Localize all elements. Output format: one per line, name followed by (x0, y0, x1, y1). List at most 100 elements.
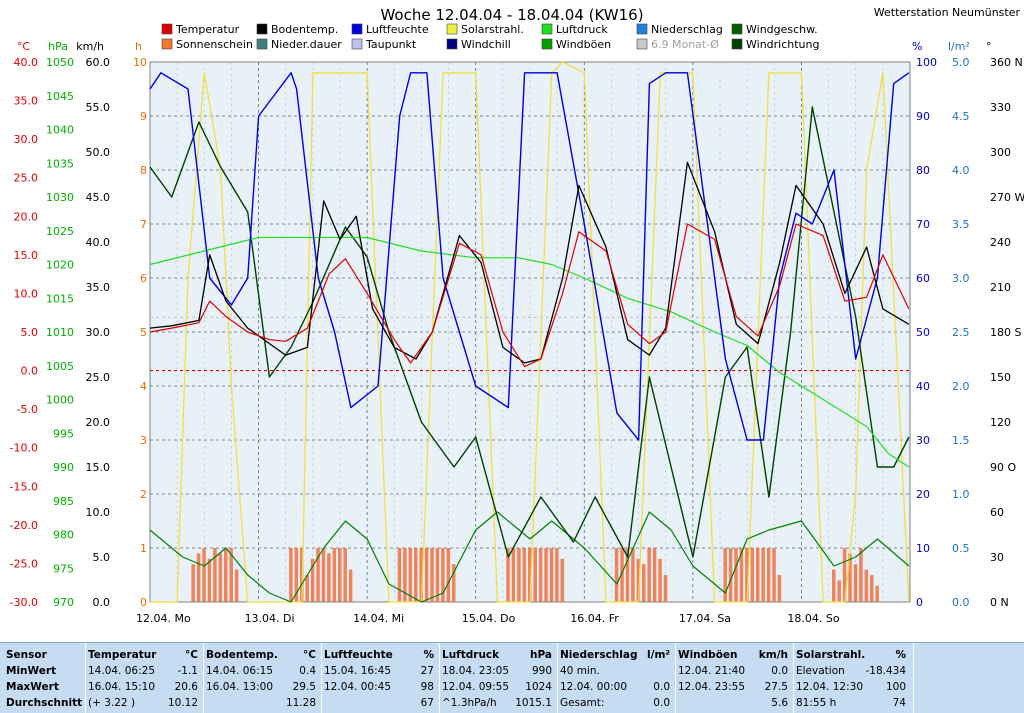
sunshine-bar (310, 558, 315, 602)
wind-tick-label: 45.0 (86, 191, 111, 204)
column-name: Bodentemp. (206, 649, 278, 661)
stats-column: Luftdruck hPa 18.04. 23:05 990 12.04. 09:55 1… (442, 647, 556, 711)
wind-tick-label: 40.0 (86, 236, 111, 249)
legend-label: Windgeschw. (746, 23, 818, 36)
stats-column: Temperatur °C 14.04. 06:25 -1.1 16.04. 15:10… (88, 647, 202, 711)
legend-swatch (541, 38, 553, 50)
column-header: Solarstrahl.% (796, 647, 910, 663)
sunshine-bar (316, 548, 320, 602)
sunshine-bar (528, 548, 532, 602)
stats-row: (+ 3.22 ) 10.12 (88, 695, 202, 711)
rain-tick-label: 2.5 (952, 326, 970, 339)
day-label: 18.04. So (787, 612, 839, 625)
stats-column: Niederschlag l/m² 40 min. 12.04. 00:00 0.0 Ge… (560, 647, 674, 711)
stats-value: 0.0 (653, 697, 670, 709)
legend-swatch (446, 38, 458, 50)
series-line-windrichtung (149, 106, 910, 558)
stats-value: 20.6 (174, 681, 198, 693)
sunshine-bar (348, 569, 353, 602)
direction-unit-label: ° (986, 40, 992, 53)
sunshine-bar (321, 548, 326, 602)
stats-label: Elevation (796, 665, 845, 677)
sunshine-bar (332, 548, 337, 602)
stats-row: 12.04. 21:40 0.0 (678, 663, 792, 679)
stats-value: 27 (420, 665, 434, 677)
humidity-unit-label: % (912, 40, 922, 53)
column-separator (913, 643, 914, 713)
sunshine-bar (446, 548, 451, 602)
pressure-tick-label: 1015 (46, 292, 74, 305)
humidity-tick-label: 40 (916, 380, 930, 393)
rain-tick-label: 4.0 (952, 164, 970, 177)
wind-tick-label: 60.0 (86, 56, 111, 69)
sunshine-bar (625, 548, 630, 602)
pressure-tick-label: 1040 (46, 124, 74, 137)
column-separator (557, 643, 558, 713)
column-separator (675, 643, 676, 713)
sunshine-bar (864, 569, 869, 602)
direction-tick-label: 240 (990, 236, 1011, 249)
wind-tick-label: 35.0 (86, 281, 111, 294)
stats-row: 12.04. 23:55 27.5 (678, 679, 792, 695)
pressure-tick-label: 1010 (46, 326, 74, 339)
rain-unit-label: l/m² (948, 40, 970, 53)
rain-tick-label: 3.0 (952, 272, 970, 285)
legend-label: Luftfeuchte (366, 23, 429, 36)
stats-column: Luftfeuchte% 15.04. 16:45 27 12.04. 00:45 98… (324, 647, 438, 711)
legend-swatch (446, 23, 458, 35)
legend-swatch (731, 23, 743, 35)
rain-tick-label: 1.5 (952, 434, 970, 447)
pressure-tick-label: 1020 (46, 259, 74, 272)
sunshine-bar (424, 548, 429, 602)
sunshine-bar (766, 548, 771, 602)
rain-tick-label: 1.0 (952, 488, 970, 501)
sunshine-bar (555, 548, 559, 602)
sunshine-bar (533, 548, 537, 602)
sunshine-bar (414, 548, 418, 602)
stats-value: 990 (531, 665, 552, 677)
stats-label: 12.04. 23:55 (678, 681, 745, 693)
column-header: Luftdruck hPa (442, 647, 556, 663)
sunshine-bar (191, 564, 195, 602)
hours-tick-label: 9 (140, 110, 147, 123)
stats-row: 18.04. 23:05 990 (442, 663, 556, 679)
stats-row: 12.04. 00:00 0.0 (560, 679, 674, 695)
stats-value: -1.1 (177, 665, 199, 677)
pressure-tick-label: 1030 (46, 191, 74, 204)
rain-tick-label: 5.0 (952, 56, 970, 69)
stats-value: -18.434 (865, 665, 906, 677)
hours-tick-label: 7 (140, 218, 147, 231)
day-label: 12.04. Mo (136, 612, 191, 625)
sunshine-bar (419, 548, 423, 602)
hours-tick-label: 1 (140, 542, 147, 555)
sunshine-bar (305, 575, 309, 602)
column-unit: km/h (758, 649, 788, 661)
direction-tick-label: 180 S (990, 326, 1021, 339)
sunshine-bar (229, 548, 233, 602)
hours-tick-label: 8 (140, 164, 147, 177)
sunshine-bar (538, 548, 543, 602)
sunshine-bar (777, 575, 782, 602)
sunshine-bar (234, 569, 239, 602)
legend-swatch (351, 38, 363, 50)
column-unit: % (423, 649, 434, 661)
legend-swatch (351, 23, 363, 35)
direction-tick-label: 330 (990, 101, 1011, 114)
pressure-tick-label: 1045 (46, 90, 74, 103)
day-label: 16.04. Fr (570, 612, 619, 625)
series-line-windgeschw (149, 511, 910, 603)
direction-tick-label: 90 O (990, 461, 1016, 474)
sunshine-bar (517, 548, 521, 602)
humidity-tick-label: 30 (916, 434, 930, 447)
humidity-tick-label: 70 (916, 218, 930, 231)
stats-row: 11.28 (206, 695, 320, 711)
humidity-tick-label: 80 (916, 164, 930, 177)
legend-label: 6.9 Monat-Ø (651, 38, 719, 51)
sunshine-bar (636, 558, 641, 602)
chart-title: Woche 12.04.04 - 18.04.04 (KW16) (380, 6, 643, 24)
sunshine-bar (338, 548, 342, 602)
sunshine-bar (652, 548, 657, 602)
column-separator (439, 643, 440, 713)
station-name: Wetterstation Neumünster (874, 6, 1021, 19)
pressure-tick-label: 980 (53, 529, 74, 542)
